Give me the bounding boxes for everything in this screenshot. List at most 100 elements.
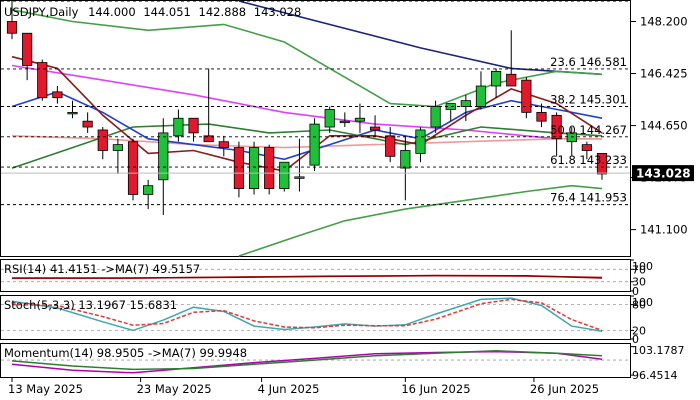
candle-body [491,70,502,87]
indicator-tick-label: 80 [632,299,646,312]
candle-body [203,135,214,143]
candle-body [233,147,245,189]
indicator-tick-label: 0 [632,285,639,298]
moving-average-line [11,55,603,172]
candle-body [52,91,63,99]
indicator-line [11,297,603,333]
candle [52,86,63,104]
candle-body [37,62,48,99]
candle-body [264,147,275,189]
candle-body [294,176,305,179]
candle [566,127,577,157]
date-label: 4 Jun 2025 [258,382,320,396]
candle-body [82,120,93,128]
low-value: 142.888 [199,5,247,19]
candle [415,127,426,163]
candle [551,112,562,157]
momentum-panel: 103.1787 96.4514 Momentum(14) 98.9505 ->M… [0,343,685,382]
candle [173,109,184,142]
price-tick-label: 141.100 [640,223,688,237]
indicator-tick-label: 100 [632,260,653,273]
candle-body [521,79,532,113]
indicator-tick-label: 96.4514 [632,369,678,382]
stoch-label: Stoch(5,3,3) 13.1967 15.6831 [4,298,177,312]
indicator-line [12,274,603,279]
candle-body [400,150,411,169]
candle-body [339,120,350,124]
candle-body [218,141,229,148]
candle-body [430,106,441,128]
high-value: 144.051 [143,5,191,19]
candle [339,112,350,128]
symbol-label: USDJPY,Daily [4,5,79,19]
rsi-label: RSI(14) 41.4151 ->MA(7) 49.5157 [4,262,200,276]
candle [581,141,592,160]
date-axis: 13 May 2025 23 May 2025 4 Jun 2025 16 Jun 2… [8,378,599,396]
symbol-ohlc-header: USDJPY,Daily 144.000 144.051 142.888 143… [4,5,301,19]
candle [37,59,48,101]
candle-body [173,117,184,137]
candle-body [188,117,199,134]
candle [506,30,517,87]
candle-body [354,117,366,122]
current-price-tag [632,165,694,182]
candle [218,135,229,157]
candle-body [385,135,396,157]
candle [233,141,245,198]
moving-average-line [11,91,603,161]
candle [354,103,366,133]
indicator-line [11,350,603,371]
candle-body [6,21,18,34]
date-label: 13 May 2025 [8,382,83,396]
candle [143,179,154,210]
main-panel-frame [0,0,631,257]
candle-body [506,73,517,87]
candle-body [566,132,577,143]
indicator-tick-label: 0 [632,333,639,346]
candle [279,161,290,192]
indicator-tick-label: 20 [632,324,646,337]
fib-level-label: 38.2 145.301 [550,92,627,106]
candle [112,138,123,174]
candle [82,112,93,133]
candle [324,106,335,133]
candle-body [581,144,592,151]
date-label: 26 Jun 2025 [530,382,599,396]
indicator-tick-label: 103.1787 [632,344,685,357]
indicator-tick-label: 100 [632,296,653,309]
candle-body [324,109,335,128]
candle [536,103,547,128]
candle-body [158,132,169,181]
candle [385,127,396,163]
candle-body [460,100,471,107]
candle-body [369,126,381,131]
open-value: 144.000 [88,5,136,19]
candle [158,118,169,215]
candle [400,135,411,201]
fib-level-label: 61.8 148.019 [550,0,627,1]
candle-body [309,123,320,166]
fib-level-label: 23.6 146.581 [550,55,627,69]
candle-body [279,161,290,189]
candle [309,118,320,171]
candle [596,153,608,180]
moving-average-line [11,9,603,108]
candle-body [551,114,562,140]
candle-body [22,32,33,66]
candle-body [97,129,108,151]
candle [97,127,108,160]
candle [22,32,33,81]
fib-level-label: 50.0 144.267 [550,123,627,137]
current-price-label: 143.028 [636,167,691,181]
indicator-line [11,298,603,332]
price-tick-label: 146.425 [640,67,688,81]
date-label: 23 May 2025 [137,382,212,396]
candle [264,144,275,195]
close-value: 143.028 [254,5,302,19]
indicator-tick-label: 30 [632,276,646,289]
candle [203,68,214,143]
candle [491,68,502,98]
fib-level-label: 61.8 143.233 [550,153,627,167]
